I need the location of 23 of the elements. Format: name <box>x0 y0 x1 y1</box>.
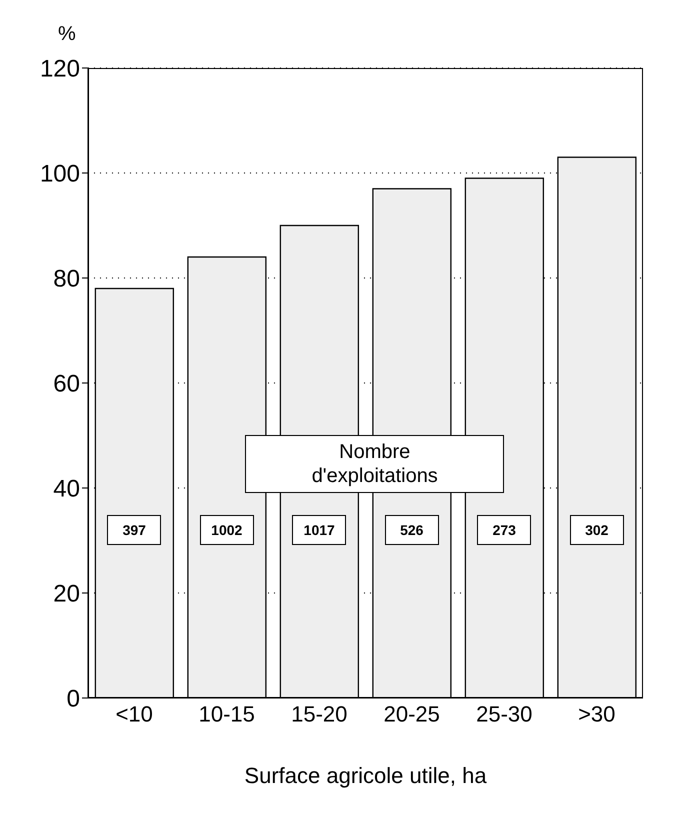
y-tick-label: 0 <box>66 686 80 713</box>
count-box: 302 <box>570 514 624 545</box>
x-tick-label: >30 <box>578 702 616 727</box>
caption-box: Nombre d'exploitations <box>245 435 504 494</box>
count-box: 1002 <box>200 514 254 545</box>
x-tick-label: 25-30 <box>476 702 532 727</box>
y-tick-label: 20 <box>53 580 80 608</box>
count-box: 526 <box>384 514 439 545</box>
count-box: 1017 <box>292 514 346 545</box>
y-tick-label: 40 <box>53 476 80 503</box>
x-tick-label: 10-15 <box>198 702 255 727</box>
x-tick-label: 15-20 <box>291 702 348 727</box>
count-box: 273 <box>477 514 532 545</box>
count-box: 397 <box>107 514 162 545</box>
y-tick-label: 120 <box>40 56 80 83</box>
x-tick-label: 20-25 <box>384 702 440 727</box>
x-tick-label: <10 <box>116 702 153 727</box>
y-axis-title: % <box>58 23 76 46</box>
y-tick-label: 60 <box>53 370 80 398</box>
y-tick-label: 100 <box>40 160 80 188</box>
x-axis-title: Surface agricole utile, ha <box>244 763 488 788</box>
y-tick-label: 80 <box>53 266 80 293</box>
annotation: Nombre d'exploitations <box>310 440 439 488</box>
